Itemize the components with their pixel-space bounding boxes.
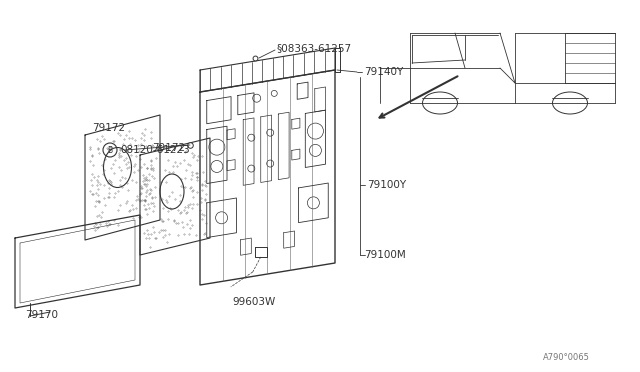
Text: 79100M: 79100M xyxy=(364,250,406,260)
Text: 99603W: 99603W xyxy=(233,297,276,307)
Text: 79172: 79172 xyxy=(92,123,125,133)
Text: A790°0065: A790°0065 xyxy=(543,353,590,362)
Text: 08120-61223: 08120-61223 xyxy=(120,145,189,155)
Text: §08363-61257: §08363-61257 xyxy=(277,43,352,53)
Text: 79100Y: 79100Y xyxy=(367,180,406,190)
Text: 79170: 79170 xyxy=(25,310,58,320)
Text: B: B xyxy=(108,145,113,154)
Text: 79172: 79172 xyxy=(152,143,185,153)
Text: 79140Y: 79140Y xyxy=(364,67,403,77)
